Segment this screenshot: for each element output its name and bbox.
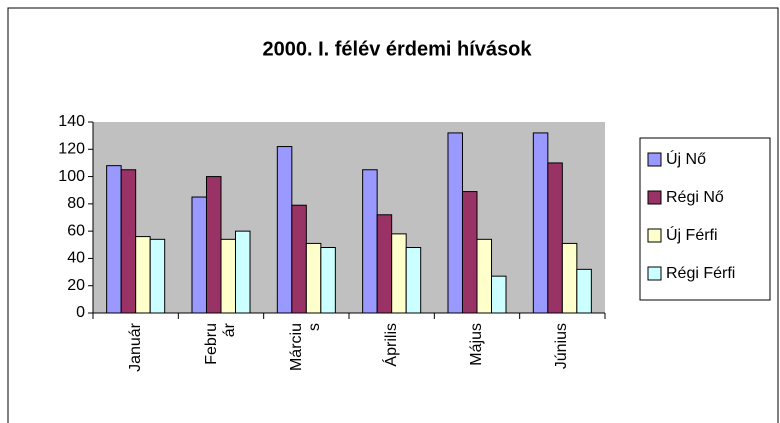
y-tick-label: 100 (58, 168, 85, 185)
bar (305, 242, 322, 314)
bar (362, 169, 378, 314)
legend-swatch (647, 266, 662, 281)
y-tick-label: 60 (67, 222, 85, 239)
bar (135, 236, 151, 314)
x-tick-label: Június (553, 323, 571, 370)
legend-swatch (647, 152, 662, 167)
x-tick-label: Május (468, 323, 485, 366)
bar (532, 132, 549, 314)
legend-swatch (647, 190, 662, 205)
bar (106, 165, 122, 314)
bar (376, 214, 393, 314)
legend-label: Régi Férfi (666, 265, 735, 282)
bar (149, 238, 166, 314)
x-tick-label: Április (382, 323, 400, 367)
bar (491, 275, 507, 314)
legend-label: Új Férfi (666, 225, 718, 244)
bar (220, 238, 237, 314)
chart-title: 2000. I. félév érdemi hívások (262, 38, 532, 60)
x-tick-label: Január (126, 323, 144, 372)
y-tick-label: 120 (58, 141, 85, 158)
bar (320, 247, 336, 314)
bar (476, 238, 493, 314)
legend (639, 137, 771, 301)
plot-area (93, 122, 605, 313)
bar (461, 191, 478, 314)
bar (120, 169, 137, 314)
x-tick-label: Márciu s (288, 323, 324, 372)
y-tick-label: 0 (76, 304, 85, 321)
bar (276, 146, 293, 314)
legend-label: Új Nő (666, 149, 706, 168)
bar (235, 230, 251, 314)
bar (547, 162, 563, 314)
bar (405, 247, 422, 314)
bar (391, 233, 407, 314)
bar (205, 176, 222, 314)
y-tick-label: 20 (67, 277, 85, 294)
legend-label: Régi Nő (666, 189, 724, 206)
bar (291, 204, 307, 314)
bar (576, 268, 592, 314)
y-tick-label: 40 (67, 250, 85, 267)
bar (561, 242, 578, 314)
bar (447, 132, 463, 314)
y-tick-label: 80 (67, 195, 85, 212)
bar (191, 196, 207, 314)
y-tick-label: 140 (58, 113, 85, 130)
legend-swatch (647, 228, 662, 243)
x-tick-label: Febru ár (203, 323, 238, 365)
